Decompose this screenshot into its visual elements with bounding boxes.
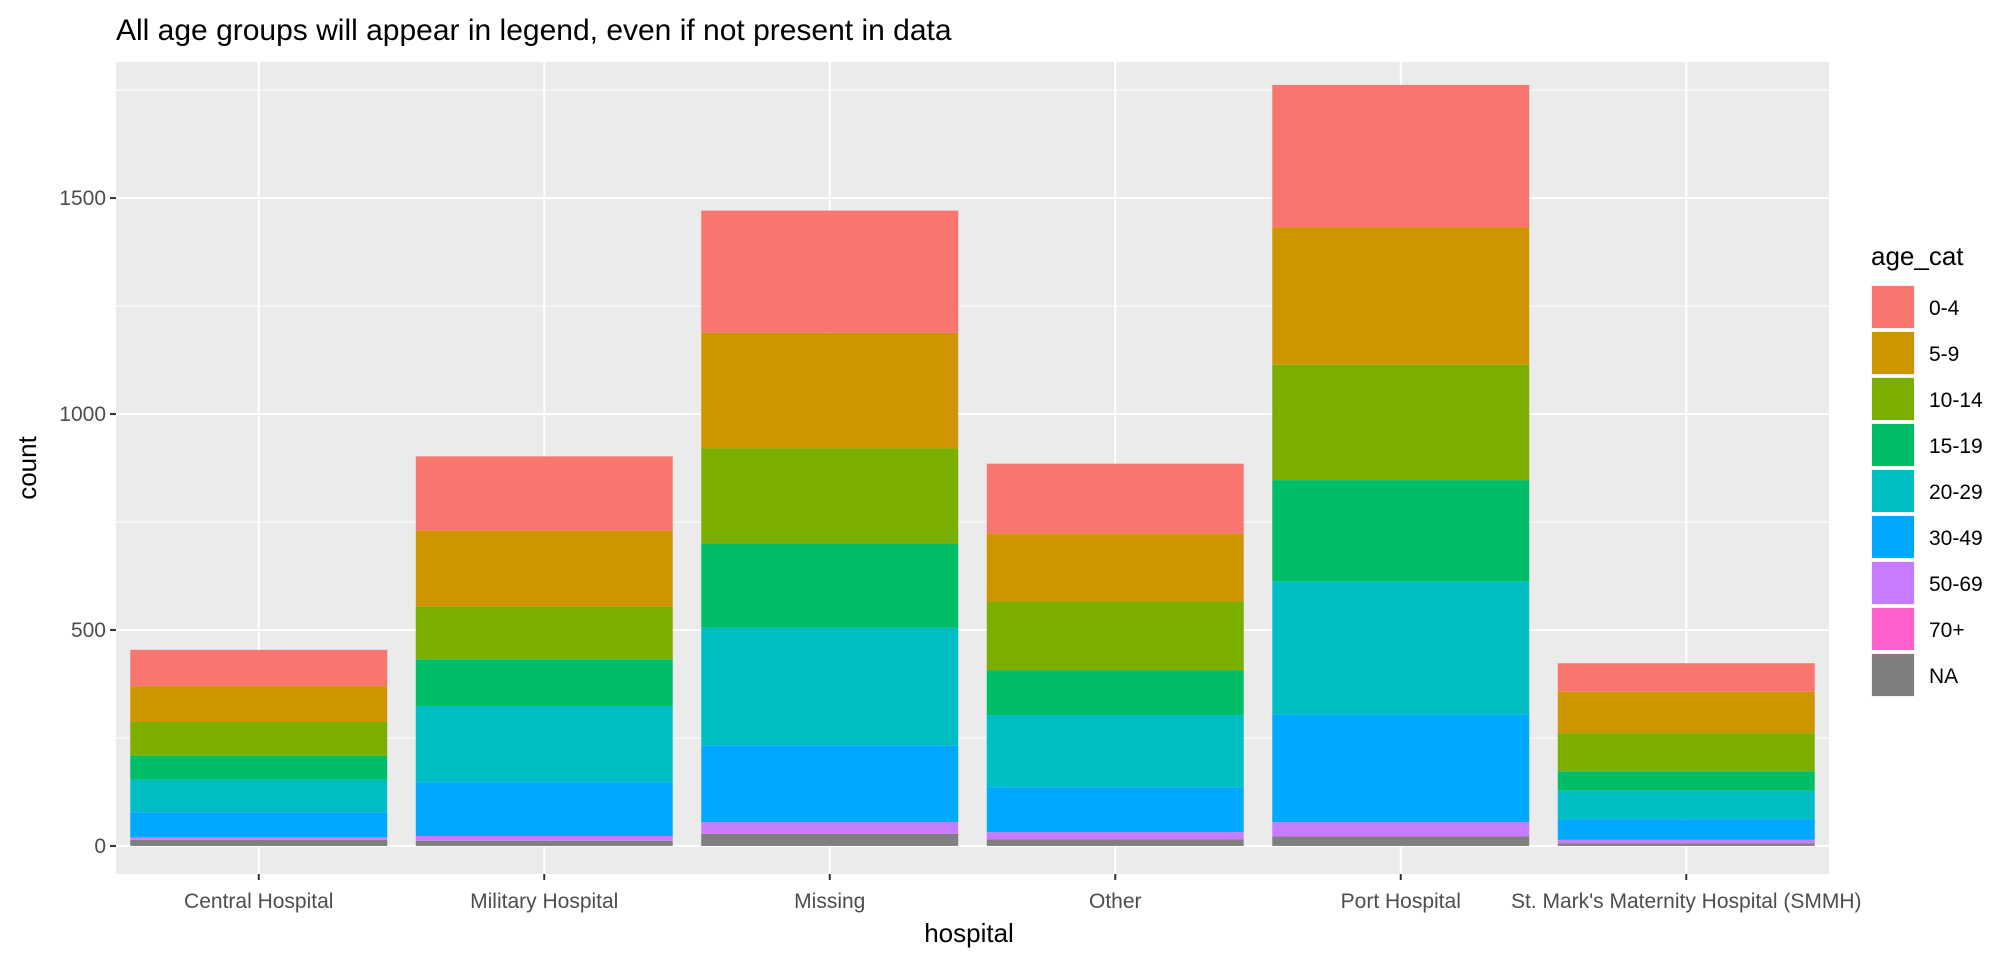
bar-segment (1557, 839, 1815, 844)
x-axis: Central Hospital Military Hospital Missing… (184, 874, 1862, 913)
legend-label: 15-19 (1929, 435, 1983, 458)
bar-segment (415, 659, 673, 706)
bar-segment (415, 705, 673, 783)
x-tick-label: Missing (794, 890, 865, 913)
legend-label: 10-14 (1929, 389, 1983, 412)
bar-segment (701, 448, 959, 544)
bar-segment (701, 332, 959, 449)
bar-segment (130, 839, 388, 846)
bar-segment (701, 543, 959, 628)
y-tick-label: 1000 (59, 403, 106, 426)
bar-segment (1557, 790, 1815, 820)
x-tick-label: Central Hospital (184, 890, 333, 913)
bar-segment (1272, 364, 1530, 481)
bar-segment (701, 822, 959, 834)
legend-label: 5-9 (1929, 343, 1959, 366)
bar-segment (1272, 822, 1530, 837)
bar-segment (1557, 691, 1815, 734)
legend-label: 0-4 (1929, 297, 1960, 320)
bar-segment (986, 601, 1244, 671)
bar-segment (1557, 771, 1815, 791)
legend-key (1872, 470, 1914, 512)
bar-segment (130, 649, 388, 687)
x-axis-label: hospital (924, 918, 1014, 948)
bar-segment (1272, 714, 1530, 823)
bar-segment (130, 837, 388, 840)
bar-segment (1557, 663, 1815, 692)
legend-key (1872, 286, 1914, 328)
bar-segment (415, 606, 673, 660)
bar-segment (986, 463, 1244, 534)
legend-key (1872, 424, 1914, 466)
x-tick-label: St. Mark's Maternity Hospital (SMMH) (1511, 890, 1862, 913)
bar-segment (130, 812, 388, 838)
bar-segment (130, 779, 388, 813)
legend-key (1872, 378, 1914, 420)
bar-segment (701, 627, 959, 746)
bar-segment (1272, 84, 1530, 228)
legend-key (1872, 332, 1914, 374)
bar-segment (986, 787, 1244, 833)
y-axis-label: count (12, 435, 42, 499)
legend-label: 20-29 (1929, 481, 1983, 504)
bar-segment (130, 755, 388, 780)
bar-segment (415, 530, 673, 607)
bar-segment (986, 715, 1244, 788)
bar-segment (1272, 480, 1530, 582)
bar-segment (986, 832, 1244, 840)
bar-segment (415, 782, 673, 836)
legend-key (1872, 562, 1914, 604)
x-tick-label: Other (1089, 890, 1142, 913)
grid-minor (116, 89, 1829, 739)
bar-segment (130, 721, 388, 756)
chart-title: All age groups will appear in legend, ev… (116, 14, 952, 47)
bar-segment (701, 833, 959, 846)
bars (130, 84, 1815, 846)
bar-segment (701, 210, 959, 333)
bar-segment (415, 840, 673, 846)
x-tick-label: Port Hospital (1341, 890, 1461, 913)
x-tick-label: Military Hospital (470, 890, 618, 913)
bar-segment (701, 745, 959, 823)
y-tick-label: 500 (71, 619, 106, 642)
legend-label: 50-69 (1929, 573, 1983, 596)
legend-label: 70+ (1929, 619, 1965, 642)
legend-label: NA (1929, 665, 1958, 688)
bar-segment (986, 533, 1244, 602)
bar-segment (986, 839, 1244, 846)
y-tick-label: 1500 (59, 187, 106, 210)
bar-segment (1557, 733, 1815, 772)
y-tick-label: 0 (94, 835, 106, 858)
y-axis: 0 500 1000 1500 (59, 187, 116, 858)
bar-segment (1557, 819, 1815, 840)
legend: 0-4 5-9 10-14 15-19 20-29 30-49 50-69 70+ NA (1871, 285, 1983, 697)
bar-segment (1557, 843, 1815, 846)
bar-segment (1272, 836, 1530, 846)
bar-segment (415, 835, 673, 841)
bar-segment (1272, 581, 1530, 715)
legend-title: age_cat (1871, 241, 1964, 271)
legend-key (1872, 654, 1914, 696)
bar-segment (415, 456, 673, 531)
bar-segment (986, 670, 1244, 716)
legend-key (1872, 608, 1914, 650)
legend-label: 30-49 (1929, 527, 1983, 550)
bar-segment (1272, 227, 1530, 365)
bar-segment (130, 686, 388, 722)
legend-key (1872, 516, 1914, 558)
